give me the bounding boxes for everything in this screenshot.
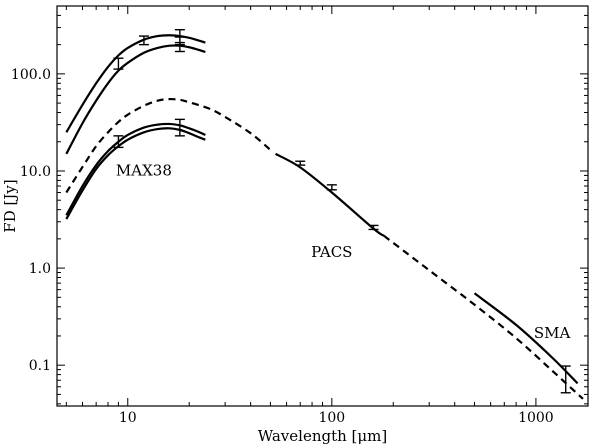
errorbar-layer [113,29,571,394]
error-bar [138,35,149,46]
error-bar [295,160,306,166]
plot-frame [56,5,589,407]
annotation-sma: SMA [534,324,571,342]
series-long-wave-extrapolation [383,234,584,400]
y-axis-title: FD [Jy] [1,179,19,232]
series-dashed-model [65,97,272,194]
x-tick-label: 10 [119,410,137,426]
text-layer: Wavelength [μm] FD [Jy] MAX38 PACS SMA 1… [1,67,571,445]
y-tick-label: 1.0 [29,261,51,277]
error-bar [560,365,571,394]
error-bar [326,184,337,191]
series-layer [65,34,584,400]
y-tick-label: 100.0 [11,67,51,83]
x-axis-title: Wavelength [μm] [258,427,387,445]
annotation-max38: MAX38 [116,161,172,179]
series-sma-model [473,292,579,385]
series-pacs-model [275,152,385,237]
error-bar [113,135,124,149]
error-bar [174,41,185,53]
ticks-layer [57,5,588,406]
y-tick-label: 10.0 [20,164,51,180]
x-tick-label: 1000 [518,410,554,426]
series-lower-curve-1 [65,122,206,216]
series-upper-curve-2 [65,44,206,155]
error-bar [113,57,124,70]
error-bar [174,118,185,137]
y-tick-label: 0.1 [29,358,51,374]
series-lower-curve-2 [65,127,206,220]
series-upper-curve-1 [65,34,206,133]
error-bar [368,224,379,231]
x-tick-label: 100 [318,410,345,426]
annotation-pacs: PACS [311,243,352,261]
